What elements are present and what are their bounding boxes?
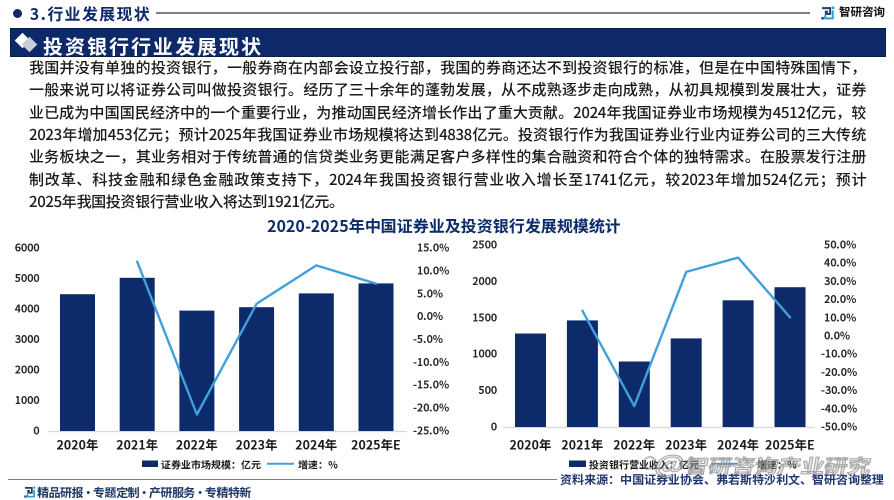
svg-text:-30.0%: -30.0% xyxy=(821,383,858,398)
svg-text:40.0%: 40.0% xyxy=(824,256,857,271)
svg-text:4000: 4000 xyxy=(15,302,41,317)
svg-text:-25.0%: -25.0% xyxy=(413,424,450,439)
svg-text:2023年: 2023年 xyxy=(665,435,707,454)
svg-text:1000: 1000 xyxy=(15,393,41,408)
svg-text:证券业市场规模：亿元: 证券业市场规模：亿元 xyxy=(161,457,261,472)
svg-text:2021年: 2021年 xyxy=(561,435,603,454)
svg-text:2022年: 2022年 xyxy=(176,435,218,454)
svg-text:2020年: 2020年 xyxy=(509,435,551,454)
svg-text:投资银行营业收入：亿元: 投资银行营业收入：亿元 xyxy=(589,457,699,472)
svg-text:10.0%: 10.0% xyxy=(417,263,450,278)
svg-text:0.0%: 0.0% xyxy=(417,309,444,324)
svg-text:10.0%: 10.0% xyxy=(824,310,857,325)
svg-text:0: 0 xyxy=(491,420,498,435)
svg-text:2025年E: 2025年E xyxy=(351,435,401,454)
svg-text:5000: 5000 xyxy=(15,271,41,286)
svg-text:0: 0 xyxy=(33,424,40,439)
svg-text:-20.0%: -20.0% xyxy=(821,365,858,380)
svg-text:2024年: 2024年 xyxy=(717,435,759,454)
svg-text:2022年: 2022年 xyxy=(613,435,655,454)
svg-text:-50.0%: -50.0% xyxy=(821,420,858,435)
svg-text:-20.0%: -20.0% xyxy=(413,401,450,416)
svg-text:2023年: 2023年 xyxy=(236,435,278,454)
svg-text:-10.0%: -10.0% xyxy=(821,347,858,362)
svg-text:15.0%: 15.0% xyxy=(417,241,450,256)
svg-text:2020年: 2020年 xyxy=(56,435,98,454)
svg-text:3000: 3000 xyxy=(15,332,41,347)
svg-text:20.0%: 20.0% xyxy=(824,292,857,307)
svg-text:2000: 2000 xyxy=(472,274,498,289)
svg-text:50.0%: 50.0% xyxy=(824,238,857,253)
svg-text:增速：%: 增速：% xyxy=(297,457,339,472)
svg-text:2024年: 2024年 xyxy=(295,435,337,454)
svg-text:2500: 2500 xyxy=(472,238,498,253)
svg-text:30.0%: 30.0% xyxy=(824,274,857,289)
svg-text:0.0%: 0.0% xyxy=(824,329,851,344)
svg-text:1000: 1000 xyxy=(472,347,498,362)
svg-text:1500: 1500 xyxy=(472,310,498,325)
svg-text:5.0%: 5.0% xyxy=(417,286,444,301)
svg-text:2021年: 2021年 xyxy=(116,435,158,454)
svg-text:6000: 6000 xyxy=(15,241,41,256)
svg-text:增速：%: 增速：% xyxy=(756,457,798,472)
svg-text:-10.0%: -10.0% xyxy=(413,355,450,370)
svg-text:2000: 2000 xyxy=(15,363,41,378)
svg-text:-5.0%: -5.0% xyxy=(413,332,444,347)
svg-text:-40.0%: -40.0% xyxy=(821,401,858,416)
svg-text:500: 500 xyxy=(478,383,497,398)
svg-text:-15.0%: -15.0% xyxy=(413,378,450,393)
svg-text:2025年E: 2025年E xyxy=(765,435,815,454)
